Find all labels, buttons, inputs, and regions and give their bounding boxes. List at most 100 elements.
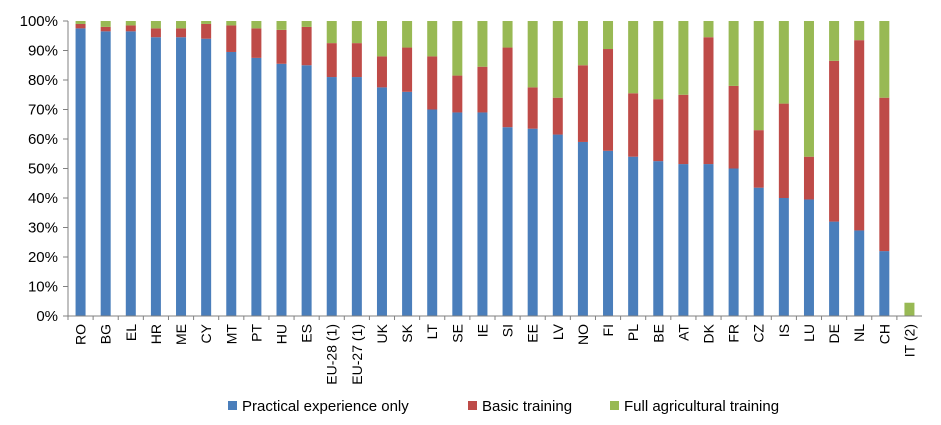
- bar-segment-es-series-3: [301, 21, 312, 27]
- y-tick-label: 0%: [36, 308, 58, 325]
- bar-segment-me-series-3: [176, 21, 187, 29]
- x-tick-label: BE: [650, 324, 666, 343]
- bar-segment-bg-series-2: [100, 26, 111, 32]
- bar-segment-hr-series-3: [150, 21, 161, 29]
- y-tick-label: 70%: [28, 102, 58, 119]
- bar-segment-sk-series-1: [402, 91, 413, 316]
- bar-segment-cz-series-3: [753, 21, 764, 131]
- bar-segment-mt-series-1: [226, 51, 237, 316]
- y-tick-label: 90%: [28, 43, 58, 60]
- bar-segment-hr-series-2: [150, 28, 161, 38]
- bar-segment-cz-series-2: [753, 130, 764, 188]
- x-tick-label: MT: [223, 324, 239, 345]
- bar-segment-de-series-1: [829, 221, 840, 316]
- y-tick-label: 100%: [20, 13, 58, 30]
- x-tick-label: LT: [424, 324, 440, 340]
- bar-segment-lv-series-3: [552, 21, 563, 98]
- bar-segment-eu-28-1-series-2: [326, 43, 337, 78]
- bar-segment-nl-series-3: [854, 21, 865, 41]
- bar-segment-pt-series-2: [251, 28, 262, 58]
- bar-segment-eu-27-1-series-2: [351, 43, 362, 78]
- x-tick-label: NL: [851, 324, 867, 342]
- x-tick-label: PT: [248, 324, 264, 342]
- legend-label: Basic training: [482, 398, 572, 415]
- x-tick-label: ME: [173, 324, 189, 345]
- bar-segment-cy-series-1: [201, 38, 212, 316]
- bar-segment-mt-series-2: [226, 25, 237, 52]
- x-tick-label: CZ: [751, 324, 767, 343]
- bar-segment-fr-series-3: [728, 21, 739, 86]
- x-tick-label: RO: [73, 324, 89, 345]
- bar-segment-no-series-3: [577, 21, 588, 66]
- bar-segment-ie-series-1: [477, 112, 488, 316]
- x-tick-label: SI: [500, 324, 516, 337]
- bar-segment-si-series-3: [502, 21, 513, 48]
- y-tick-label: 10%: [28, 279, 58, 296]
- x-tick-label: LU: [801, 324, 817, 342]
- bar-segment-el-series-2: [125, 25, 136, 32]
- bar-segment-es-series-2: [301, 26, 312, 66]
- bar-segment-ie-series-2: [477, 66, 488, 113]
- x-tick-label: ES: [299, 324, 315, 343]
- x-tick-label: CH: [876, 324, 892, 344]
- x-tick-label: EU-27 (1): [349, 324, 365, 385]
- x-tick-label: CY: [198, 323, 214, 343]
- bar-segment-se-series-2: [452, 75, 463, 113]
- bar-segment-is-series-1: [778, 198, 789, 316]
- x-tick-label: LV: [550, 323, 566, 340]
- bar-segment-hu-series-2: [276, 29, 287, 64]
- y-axis: 0% 10% 20% 30% 40% 50% 60% 70% 80% 90% 100%: [20, 13, 69, 325]
- bar-segment-be-series-3: [653, 21, 664, 100]
- y-tick-label: 40%: [28, 190, 58, 207]
- bar-segment-cz-series-1: [753, 187, 764, 316]
- bar-segment-lu-series-1: [803, 199, 814, 316]
- legend-swatch: [610, 401, 619, 410]
- x-tick-label: DK: [701, 323, 717, 343]
- bar-segment-se-series-1: [452, 112, 463, 316]
- bar-segment-lv-series-2: [552, 97, 563, 135]
- x-tick-label: SK: [399, 323, 415, 342]
- bar-segment-hu-series-1: [276, 63, 287, 317]
- bar-segment-me-series-1: [176, 37, 187, 316]
- bar-segment-cy-series-2: [201, 23, 212, 39]
- bar-segment-lt-series-3: [427, 21, 438, 57]
- bar-segment-nl-series-2: [854, 40, 865, 231]
- bar-segment-ro-series-2: [75, 23, 86, 29]
- bar-segment-el-series-3: [125, 21, 136, 26]
- x-tick-label: EU-28 (1): [324, 324, 340, 385]
- bar-segment-hr-series-1: [150, 37, 161, 316]
- bar-segment-ch-series-1: [879, 251, 890, 316]
- legend-label: Practical experience only: [242, 398, 409, 415]
- bar-segment-el-series-1: [125, 31, 136, 316]
- bar-segment-lv-series-1: [552, 134, 563, 316]
- plot-area: [75, 21, 915, 317]
- bar-segment-sk-series-3: [402, 21, 413, 48]
- bar-segment-ie-series-3: [477, 21, 488, 67]
- legend-swatch: [468, 401, 477, 410]
- bar-segment-fi-series-3: [603, 21, 614, 50]
- bar-segment-ee-series-2: [527, 87, 538, 129]
- bar-segment-uk-series-2: [376, 56, 387, 88]
- bar-segment-de-series-2: [829, 60, 840, 222]
- bar-segment-at-series-2: [678, 94, 689, 165]
- bar-segment-pt-series-3: [251, 21, 262, 29]
- bar-segment-at-series-3: [678, 21, 689, 95]
- x-tick-label: DE: [826, 324, 842, 343]
- x-tick-label: NO: [575, 324, 591, 345]
- x-tick-label: EE: [525, 324, 541, 343]
- bar-segment-pl-series-2: [628, 93, 639, 157]
- y-tick-label: 20%: [28, 249, 58, 266]
- bar-segment-de-series-3: [829, 21, 840, 61]
- bar-segment-lt-series-2: [427, 56, 438, 110]
- x-tick-label: FR: [726, 324, 742, 343]
- bar-segment-hu-series-3: [276, 21, 287, 30]
- bar-segment-ch-series-2: [879, 97, 890, 252]
- bar-segment-dk-series-1: [703, 164, 714, 316]
- bar-segment-is-series-2: [778, 103, 789, 198]
- bar-segment-be-series-2: [653, 99, 664, 162]
- bar-segment-eu-27-1-series-1: [351, 77, 362, 316]
- bar-segment-no-series-1: [577, 141, 588, 316]
- y-tick-label: 50%: [28, 161, 58, 178]
- x-tick-label: PL: [625, 324, 641, 341]
- y-tick-label: 30%: [28, 220, 58, 237]
